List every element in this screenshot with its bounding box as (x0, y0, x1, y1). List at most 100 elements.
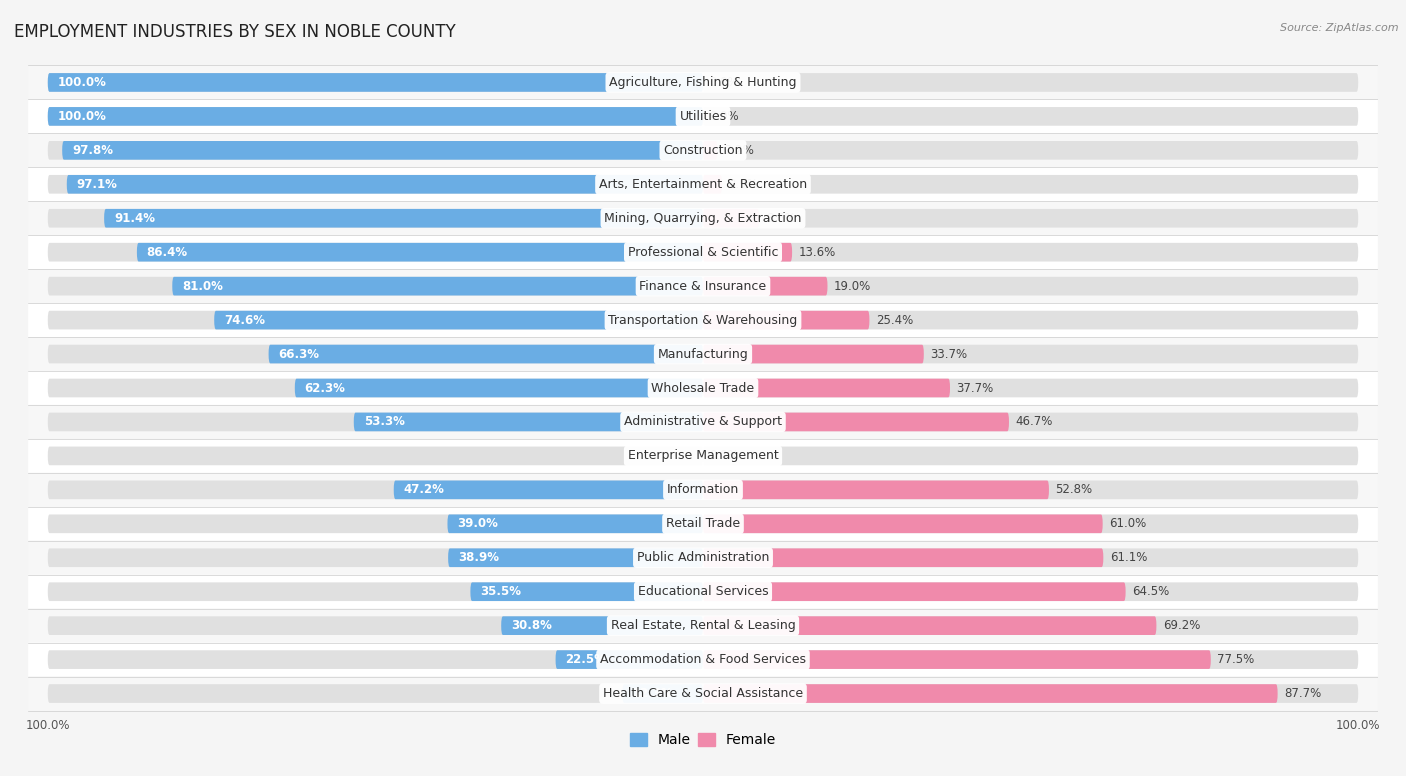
Text: 74.6%: 74.6% (224, 314, 266, 327)
FancyBboxPatch shape (703, 243, 792, 262)
Text: 97.1%: 97.1% (76, 178, 118, 191)
FancyBboxPatch shape (703, 243, 1358, 262)
FancyBboxPatch shape (394, 480, 703, 499)
Text: 0.0%: 0.0% (713, 449, 745, 462)
FancyBboxPatch shape (703, 277, 828, 296)
Text: 33.7%: 33.7% (931, 348, 967, 361)
FancyBboxPatch shape (447, 514, 703, 533)
FancyBboxPatch shape (703, 480, 1358, 499)
FancyBboxPatch shape (28, 65, 1378, 99)
FancyBboxPatch shape (28, 269, 1378, 303)
FancyBboxPatch shape (703, 379, 1358, 397)
Text: Utilities: Utilities (679, 110, 727, 123)
FancyBboxPatch shape (48, 345, 703, 363)
FancyBboxPatch shape (48, 446, 703, 466)
Text: Real Estate, Rental & Leasing: Real Estate, Rental & Leasing (610, 619, 796, 632)
FancyBboxPatch shape (703, 582, 1358, 601)
FancyBboxPatch shape (28, 473, 1378, 507)
FancyBboxPatch shape (501, 616, 703, 635)
Text: 100.0%: 100.0% (58, 76, 107, 89)
Text: 81.0%: 81.0% (183, 279, 224, 293)
FancyBboxPatch shape (703, 310, 869, 330)
FancyBboxPatch shape (66, 175, 703, 194)
FancyBboxPatch shape (703, 650, 1358, 669)
Text: 62.3%: 62.3% (305, 382, 346, 394)
FancyBboxPatch shape (48, 175, 703, 194)
FancyBboxPatch shape (104, 209, 703, 227)
FancyBboxPatch shape (703, 277, 1358, 296)
FancyBboxPatch shape (48, 514, 703, 533)
Text: 13.6%: 13.6% (799, 246, 837, 258)
FancyBboxPatch shape (28, 608, 1378, 643)
FancyBboxPatch shape (48, 413, 703, 431)
Text: 100.0%: 100.0% (58, 110, 107, 123)
FancyBboxPatch shape (703, 345, 1358, 363)
FancyBboxPatch shape (703, 413, 1358, 431)
FancyBboxPatch shape (703, 650, 1211, 669)
FancyBboxPatch shape (703, 616, 1156, 635)
FancyBboxPatch shape (28, 677, 1378, 711)
FancyBboxPatch shape (703, 446, 1358, 466)
FancyBboxPatch shape (173, 277, 703, 296)
FancyBboxPatch shape (703, 549, 1358, 567)
FancyBboxPatch shape (48, 107, 703, 126)
FancyBboxPatch shape (354, 413, 703, 431)
Text: Public Administration: Public Administration (637, 551, 769, 564)
FancyBboxPatch shape (48, 141, 703, 160)
FancyBboxPatch shape (555, 650, 703, 669)
FancyBboxPatch shape (28, 303, 1378, 337)
FancyBboxPatch shape (703, 107, 1358, 126)
FancyBboxPatch shape (703, 582, 1126, 601)
FancyBboxPatch shape (703, 310, 1358, 330)
FancyBboxPatch shape (703, 209, 1358, 227)
FancyBboxPatch shape (471, 582, 703, 601)
Text: 61.0%: 61.0% (1109, 518, 1146, 530)
Text: Health Care & Social Assistance: Health Care & Social Assistance (603, 687, 803, 700)
FancyBboxPatch shape (28, 99, 1378, 133)
FancyBboxPatch shape (48, 73, 703, 92)
FancyBboxPatch shape (703, 379, 950, 397)
Text: 30.8%: 30.8% (510, 619, 553, 632)
FancyBboxPatch shape (48, 650, 703, 669)
FancyBboxPatch shape (28, 168, 1378, 201)
Text: 2.2%: 2.2% (724, 144, 754, 157)
Text: Enterprise Management: Enterprise Management (627, 449, 779, 462)
Text: 35.5%: 35.5% (481, 585, 522, 598)
FancyBboxPatch shape (28, 337, 1378, 371)
Text: 25.4%: 25.4% (876, 314, 914, 327)
FancyBboxPatch shape (703, 175, 723, 194)
FancyBboxPatch shape (703, 141, 717, 160)
FancyBboxPatch shape (28, 371, 1378, 405)
FancyBboxPatch shape (28, 643, 1378, 677)
FancyBboxPatch shape (703, 616, 1358, 635)
Text: 53.3%: 53.3% (364, 415, 405, 428)
FancyBboxPatch shape (48, 107, 703, 126)
FancyBboxPatch shape (28, 133, 1378, 168)
Text: 38.9%: 38.9% (458, 551, 499, 564)
FancyBboxPatch shape (48, 480, 703, 499)
Text: 46.7%: 46.7% (1015, 415, 1053, 428)
FancyBboxPatch shape (703, 514, 1358, 533)
Text: 86.4%: 86.4% (146, 246, 188, 258)
FancyBboxPatch shape (28, 575, 1378, 608)
Text: Source: ZipAtlas.com: Source: ZipAtlas.com (1281, 23, 1399, 33)
FancyBboxPatch shape (703, 73, 1358, 92)
Text: 0.0%: 0.0% (710, 449, 740, 462)
Text: 39.0%: 39.0% (457, 518, 498, 530)
FancyBboxPatch shape (48, 549, 703, 567)
FancyBboxPatch shape (28, 507, 1378, 541)
Text: 22.5%: 22.5% (565, 653, 606, 666)
Text: Finance & Insurance: Finance & Insurance (640, 279, 766, 293)
Text: Wholesale Trade: Wholesale Trade (651, 382, 755, 394)
Text: Agriculture, Fishing & Hunting: Agriculture, Fishing & Hunting (609, 76, 797, 89)
FancyBboxPatch shape (703, 209, 759, 227)
FancyBboxPatch shape (48, 616, 703, 635)
Text: Retail Trade: Retail Trade (666, 518, 740, 530)
FancyBboxPatch shape (28, 405, 1378, 439)
Text: EMPLOYMENT INDUSTRIES BY SEX IN NOBLE COUNTY: EMPLOYMENT INDUSTRIES BY SEX IN NOBLE CO… (14, 23, 456, 41)
Text: 47.2%: 47.2% (404, 483, 444, 497)
Legend: Male, Female: Male, Female (624, 727, 782, 753)
Text: Professional & Scientific: Professional & Scientific (627, 246, 779, 258)
FancyBboxPatch shape (269, 345, 703, 363)
FancyBboxPatch shape (703, 514, 1102, 533)
